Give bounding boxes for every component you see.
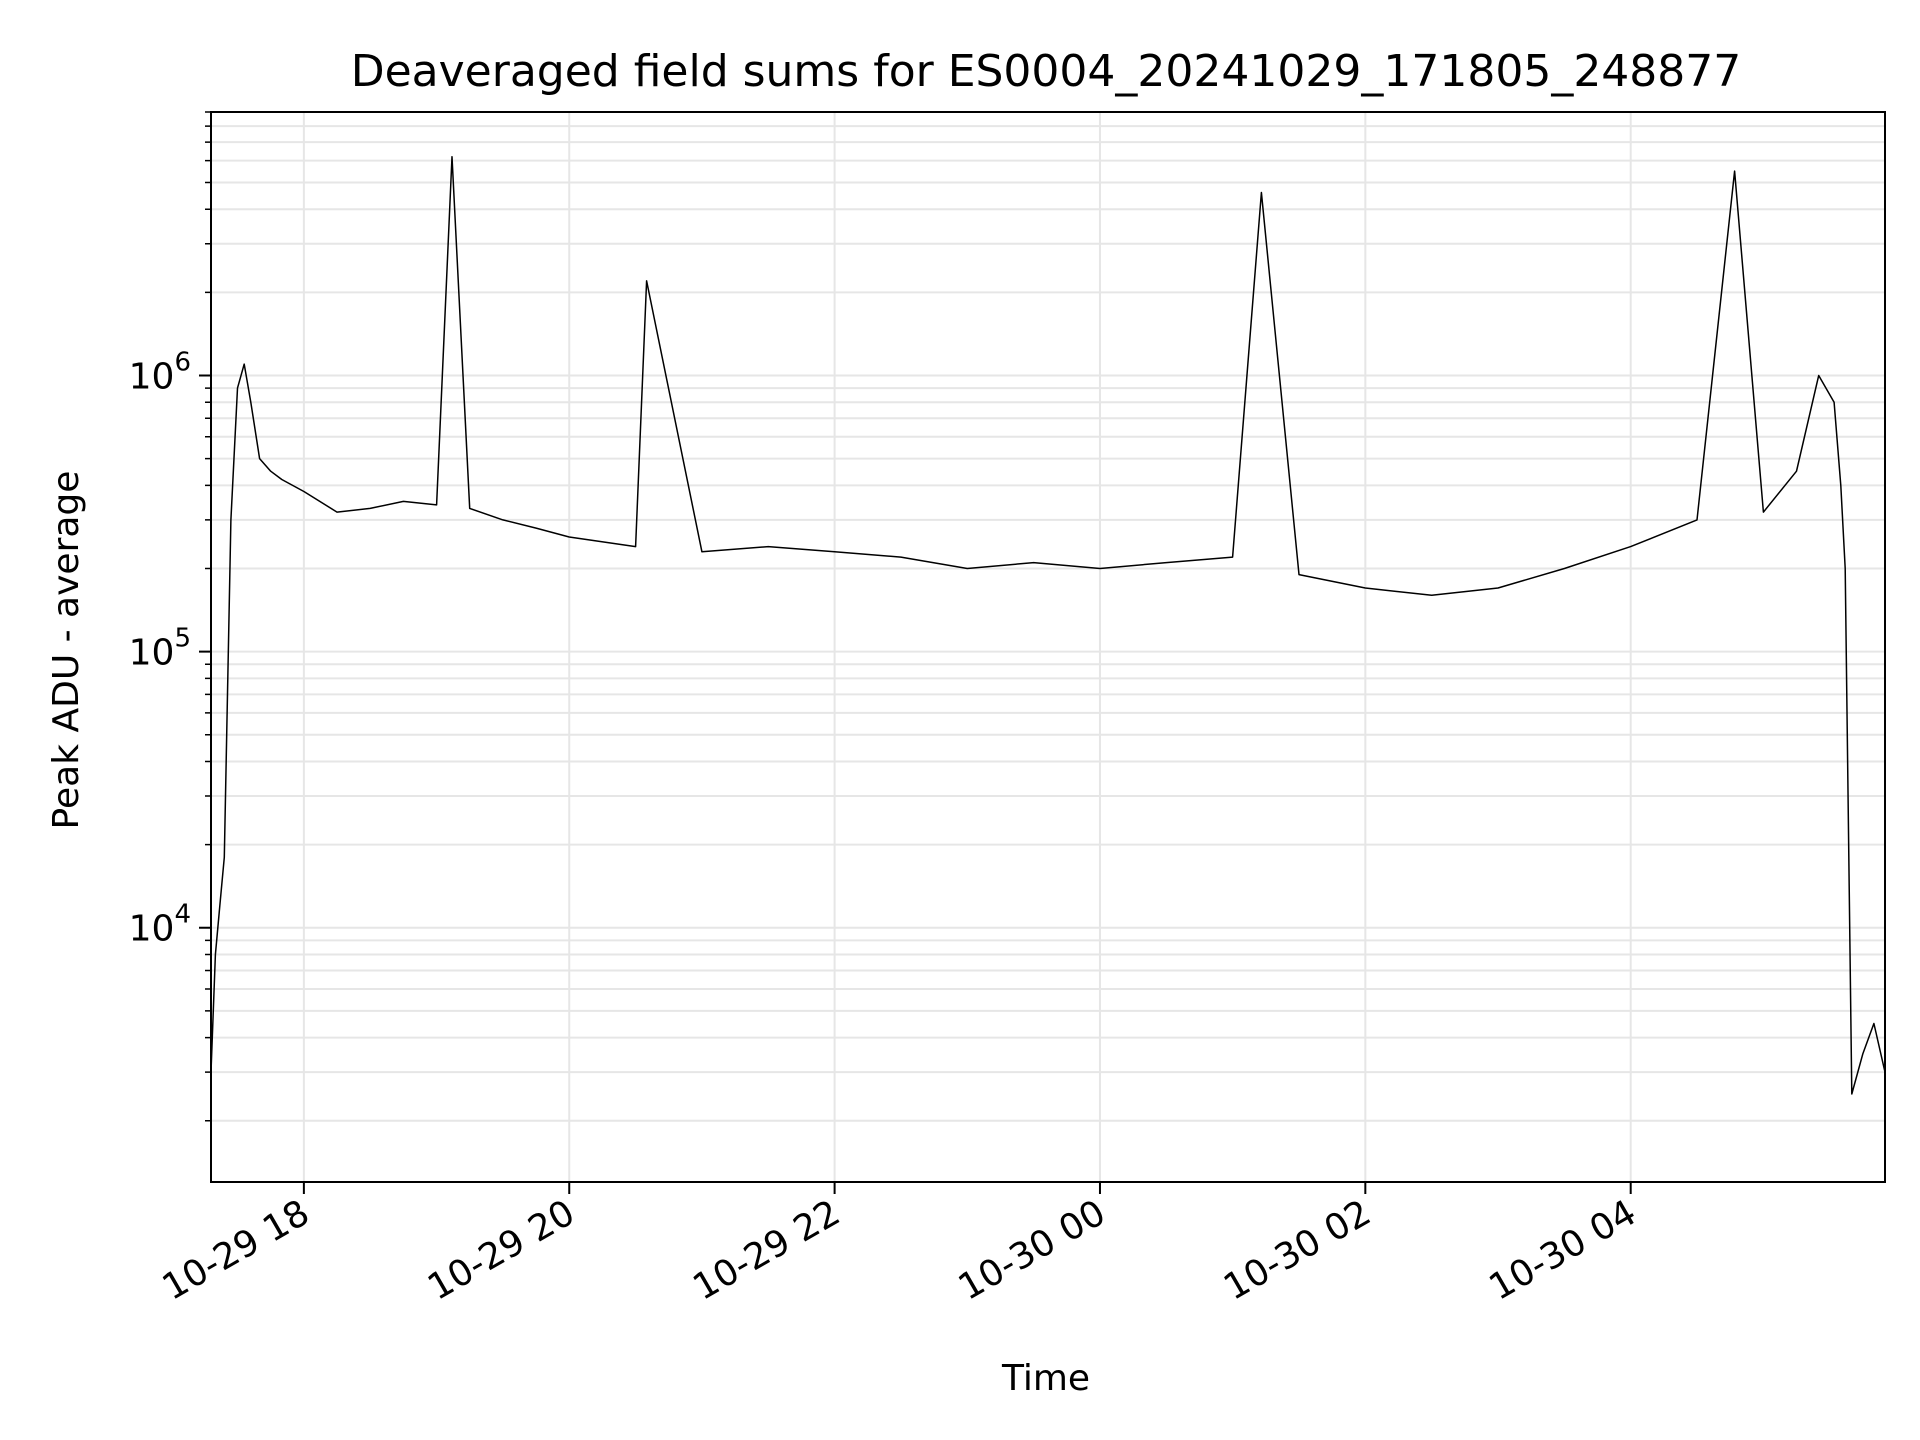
y-tick-label: 105 — [129, 624, 191, 674]
x-axis-label: Time — [1001, 1358, 1090, 1399]
y-gridlines — [211, 111, 1885, 1122]
y-axis-ticks: 104 105 106 — [129, 111, 211, 1122]
series-layer — [211, 155, 1885, 1095]
x-tick-label: 10-29 18 — [156, 1192, 317, 1308]
y-axis-label: Peak ADU - average — [46, 471, 87, 830]
plot-frame — [210, 111, 1886, 1183]
series-line — [211, 155, 1885, 1095]
x-axis-ticks: 10-29 18 10-29 20 10-29 22 10-30 00 10-30 02… — [156, 1182, 1643, 1309]
x-gridlines — [302, 112, 1632, 1182]
y-tick-label: 106 — [129, 347, 191, 397]
x-tick-label: 10-29 20 — [421, 1192, 582, 1308]
y-tick-label: 104 — [129, 900, 191, 950]
chart-title: Deaveraged field sums for ES0004_2024102… — [351, 46, 1742, 97]
x-tick-label: 10-30 00 — [952, 1192, 1113, 1308]
x-tick-label: 10-29 22 — [686, 1192, 847, 1308]
x-tick-label: 10-30 02 — [1217, 1192, 1378, 1308]
x-tick-label: 10-30 04 — [1483, 1192, 1644, 1308]
